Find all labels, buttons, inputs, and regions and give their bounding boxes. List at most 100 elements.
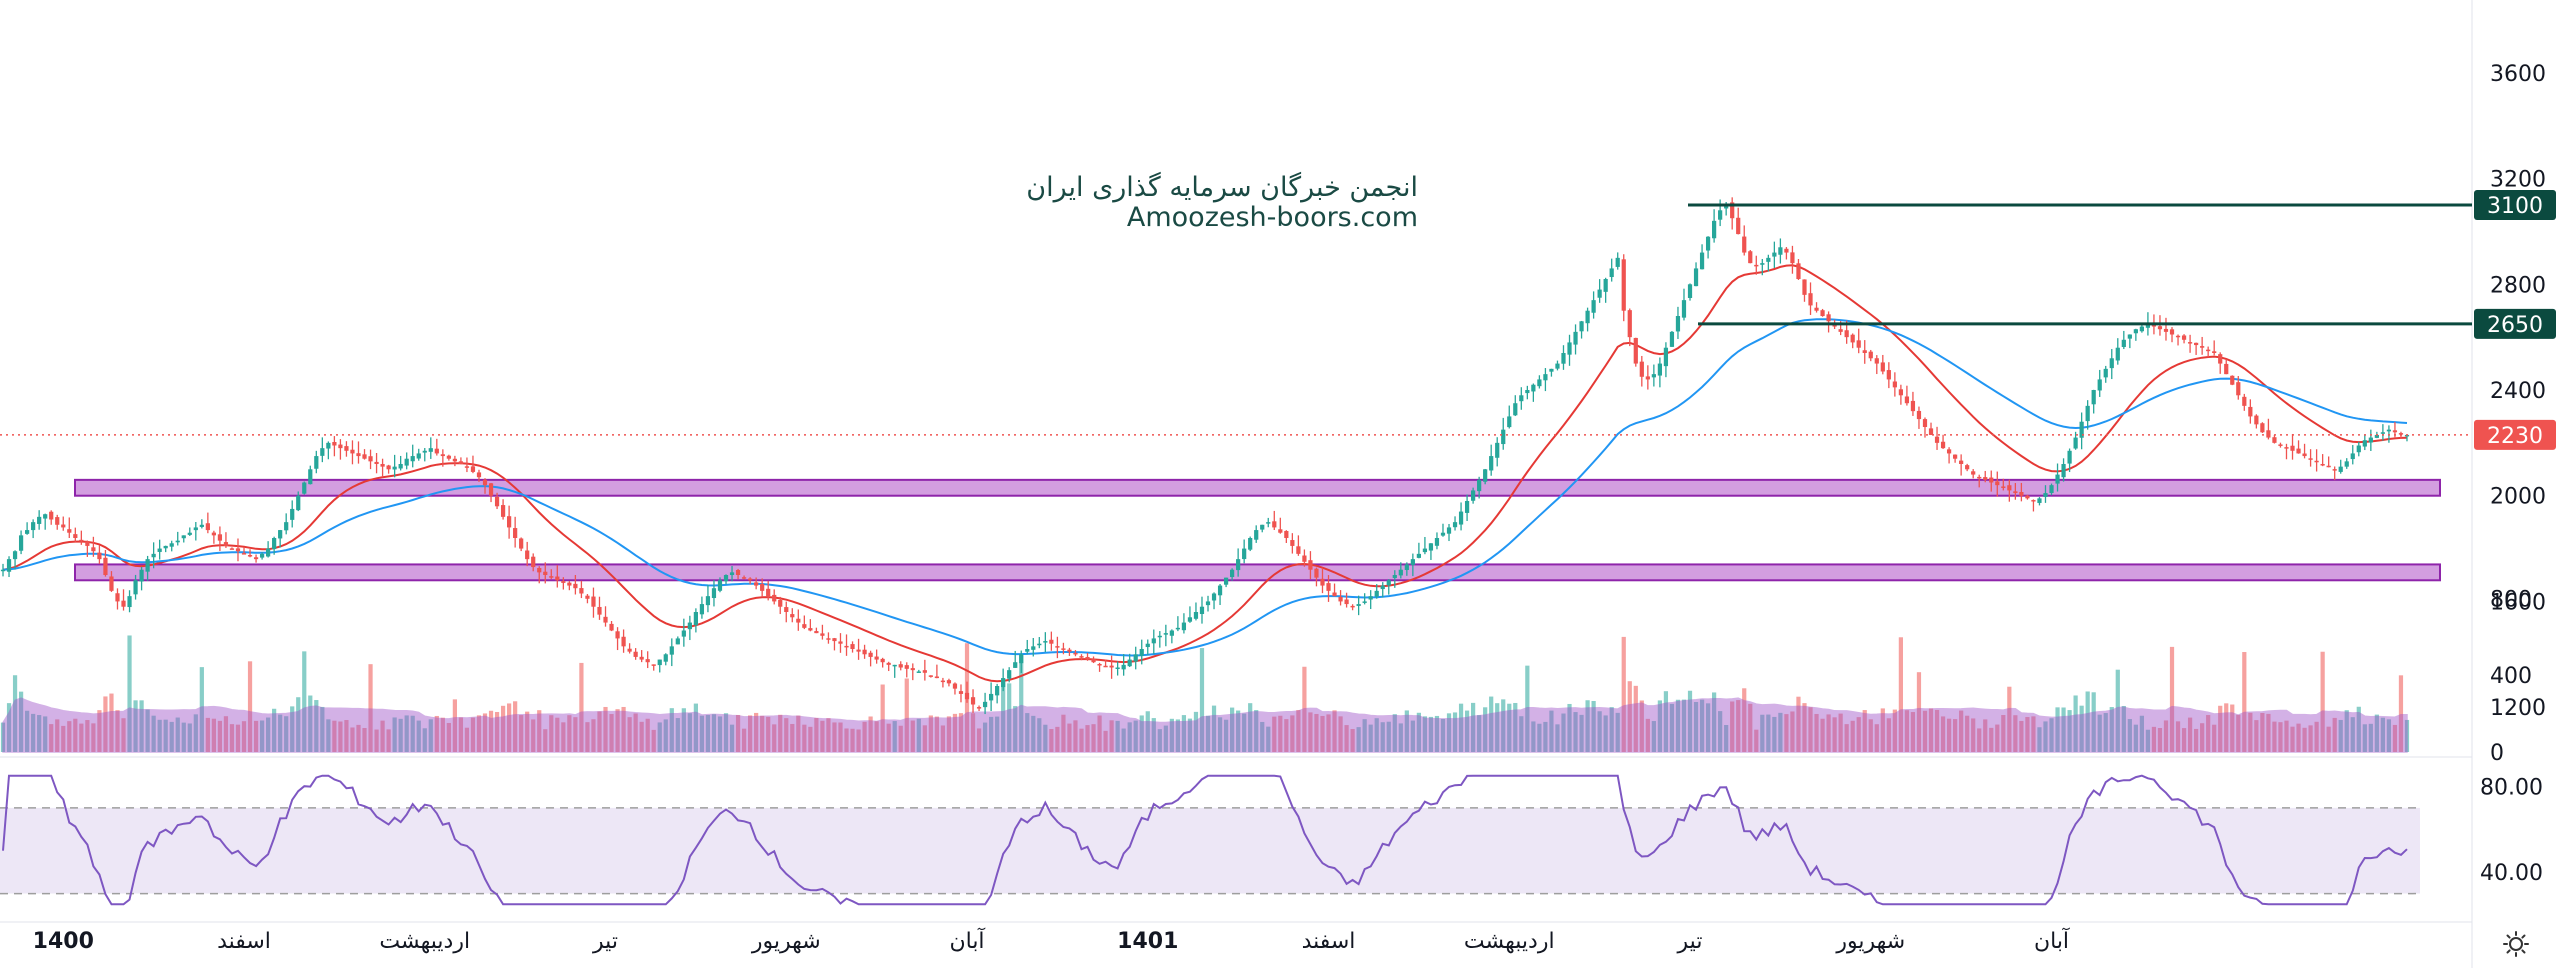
volume-bar [2206, 715, 2211, 752]
candle [1398, 562, 1403, 579]
candle [1055, 636, 1060, 659]
candle-body [2356, 445, 2361, 453]
candle-body [766, 588, 771, 597]
candle [1814, 302, 1819, 313]
candle-body [2097, 379, 2102, 391]
candle-body [1019, 654, 1024, 664]
volume-bar [519, 715, 524, 752]
candle-body [314, 456, 319, 469]
volume-bar [934, 716, 939, 752]
candle-body [1145, 643, 1150, 648]
candle-body [1916, 410, 1922, 420]
volume-bar [1169, 718, 1174, 752]
candle-body [1392, 575, 1397, 579]
candle [1621, 254, 1626, 322]
candle [1609, 258, 1614, 282]
price-tag-label: 3100 [2487, 194, 2543, 219]
candle-body [115, 593, 120, 602]
candle-body [2061, 464, 2066, 478]
candle [772, 589, 777, 605]
candle-body [1031, 646, 1036, 650]
candle-body [1133, 654, 1138, 662]
candle-body [1537, 379, 1542, 387]
candle-body [1928, 428, 1934, 435]
volume-bar [1374, 718, 1379, 752]
candle [422, 448, 427, 462]
candle [1085, 652, 1090, 661]
candle-body [25, 530, 30, 534]
volume-bar [49, 724, 54, 752]
volume-bar [663, 719, 668, 752]
volume-bar [1531, 721, 1536, 752]
candle-body [1217, 585, 1223, 596]
candle-body [2362, 440, 2367, 447]
candle-body [2380, 432, 2385, 434]
candle [2314, 449, 2319, 472]
candle [2254, 414, 2259, 429]
candle-body [2194, 342, 2199, 346]
candle [1013, 650, 1018, 668]
candle [1049, 631, 1054, 651]
volume-bar [2242, 652, 2247, 752]
candle-body [1428, 543, 1434, 551]
candle-body [760, 583, 765, 591]
candle [344, 441, 349, 457]
volume-bar [247, 661, 253, 752]
candle-body [278, 530, 283, 539]
candle [513, 516, 518, 548]
candle-body [326, 442, 331, 449]
candle [693, 608, 698, 633]
volume-bar [12, 675, 18, 752]
candle-body [374, 461, 379, 464]
candle [802, 615, 807, 630]
candle [278, 529, 283, 548]
volume-bar [2187, 717, 2193, 752]
volume-bar [1007, 683, 1012, 752]
candle [320, 437, 325, 463]
candle-body [699, 604, 705, 615]
candle-body [428, 448, 433, 452]
volume-bar [392, 717, 397, 752]
candle [2127, 334, 2132, 349]
candle [555, 565, 560, 588]
candle [820, 624, 825, 640]
candle-body [2368, 437, 2373, 443]
candle [1121, 654, 1126, 676]
candle-body [1278, 529, 1283, 533]
candle-body [1513, 403, 1518, 416]
candle [1507, 405, 1512, 429]
candle [1585, 307, 1590, 332]
candle-body [2187, 342, 2193, 344]
volume-bar [464, 727, 470, 752]
candle-body [2139, 326, 2144, 332]
candle-body [1157, 635, 1162, 638]
candle-body [368, 456, 373, 462]
volume-bar [639, 721, 644, 752]
candle-body [1892, 381, 1897, 388]
candle-body [2266, 430, 2271, 438]
sun-icon[interactable] [2502, 930, 2530, 958]
candle-body [1946, 449, 1952, 454]
candle-body [1778, 247, 1783, 255]
candle [1657, 357, 1662, 388]
candle-body [1760, 263, 1765, 265]
volume-bar [43, 716, 48, 752]
candle [651, 664, 656, 671]
candle-body [1452, 522, 1458, 528]
candle [1531, 383, 1536, 402]
candle [464, 457, 470, 473]
volume-axis-tick: 800 [2490, 587, 2532, 612]
volume-bar [97, 710, 102, 752]
volume-bar [1151, 718, 1156, 752]
volume-bar [2284, 720, 2289, 752]
candle [187, 527, 192, 536]
time-axis-label: آبان [2034, 927, 2070, 954]
candle-body [211, 532, 216, 536]
candle [332, 436, 337, 457]
candle-body [2218, 354, 2223, 364]
volume-bar [1681, 699, 1687, 752]
candle [434, 438, 439, 456]
volume-bar [1236, 710, 1241, 752]
